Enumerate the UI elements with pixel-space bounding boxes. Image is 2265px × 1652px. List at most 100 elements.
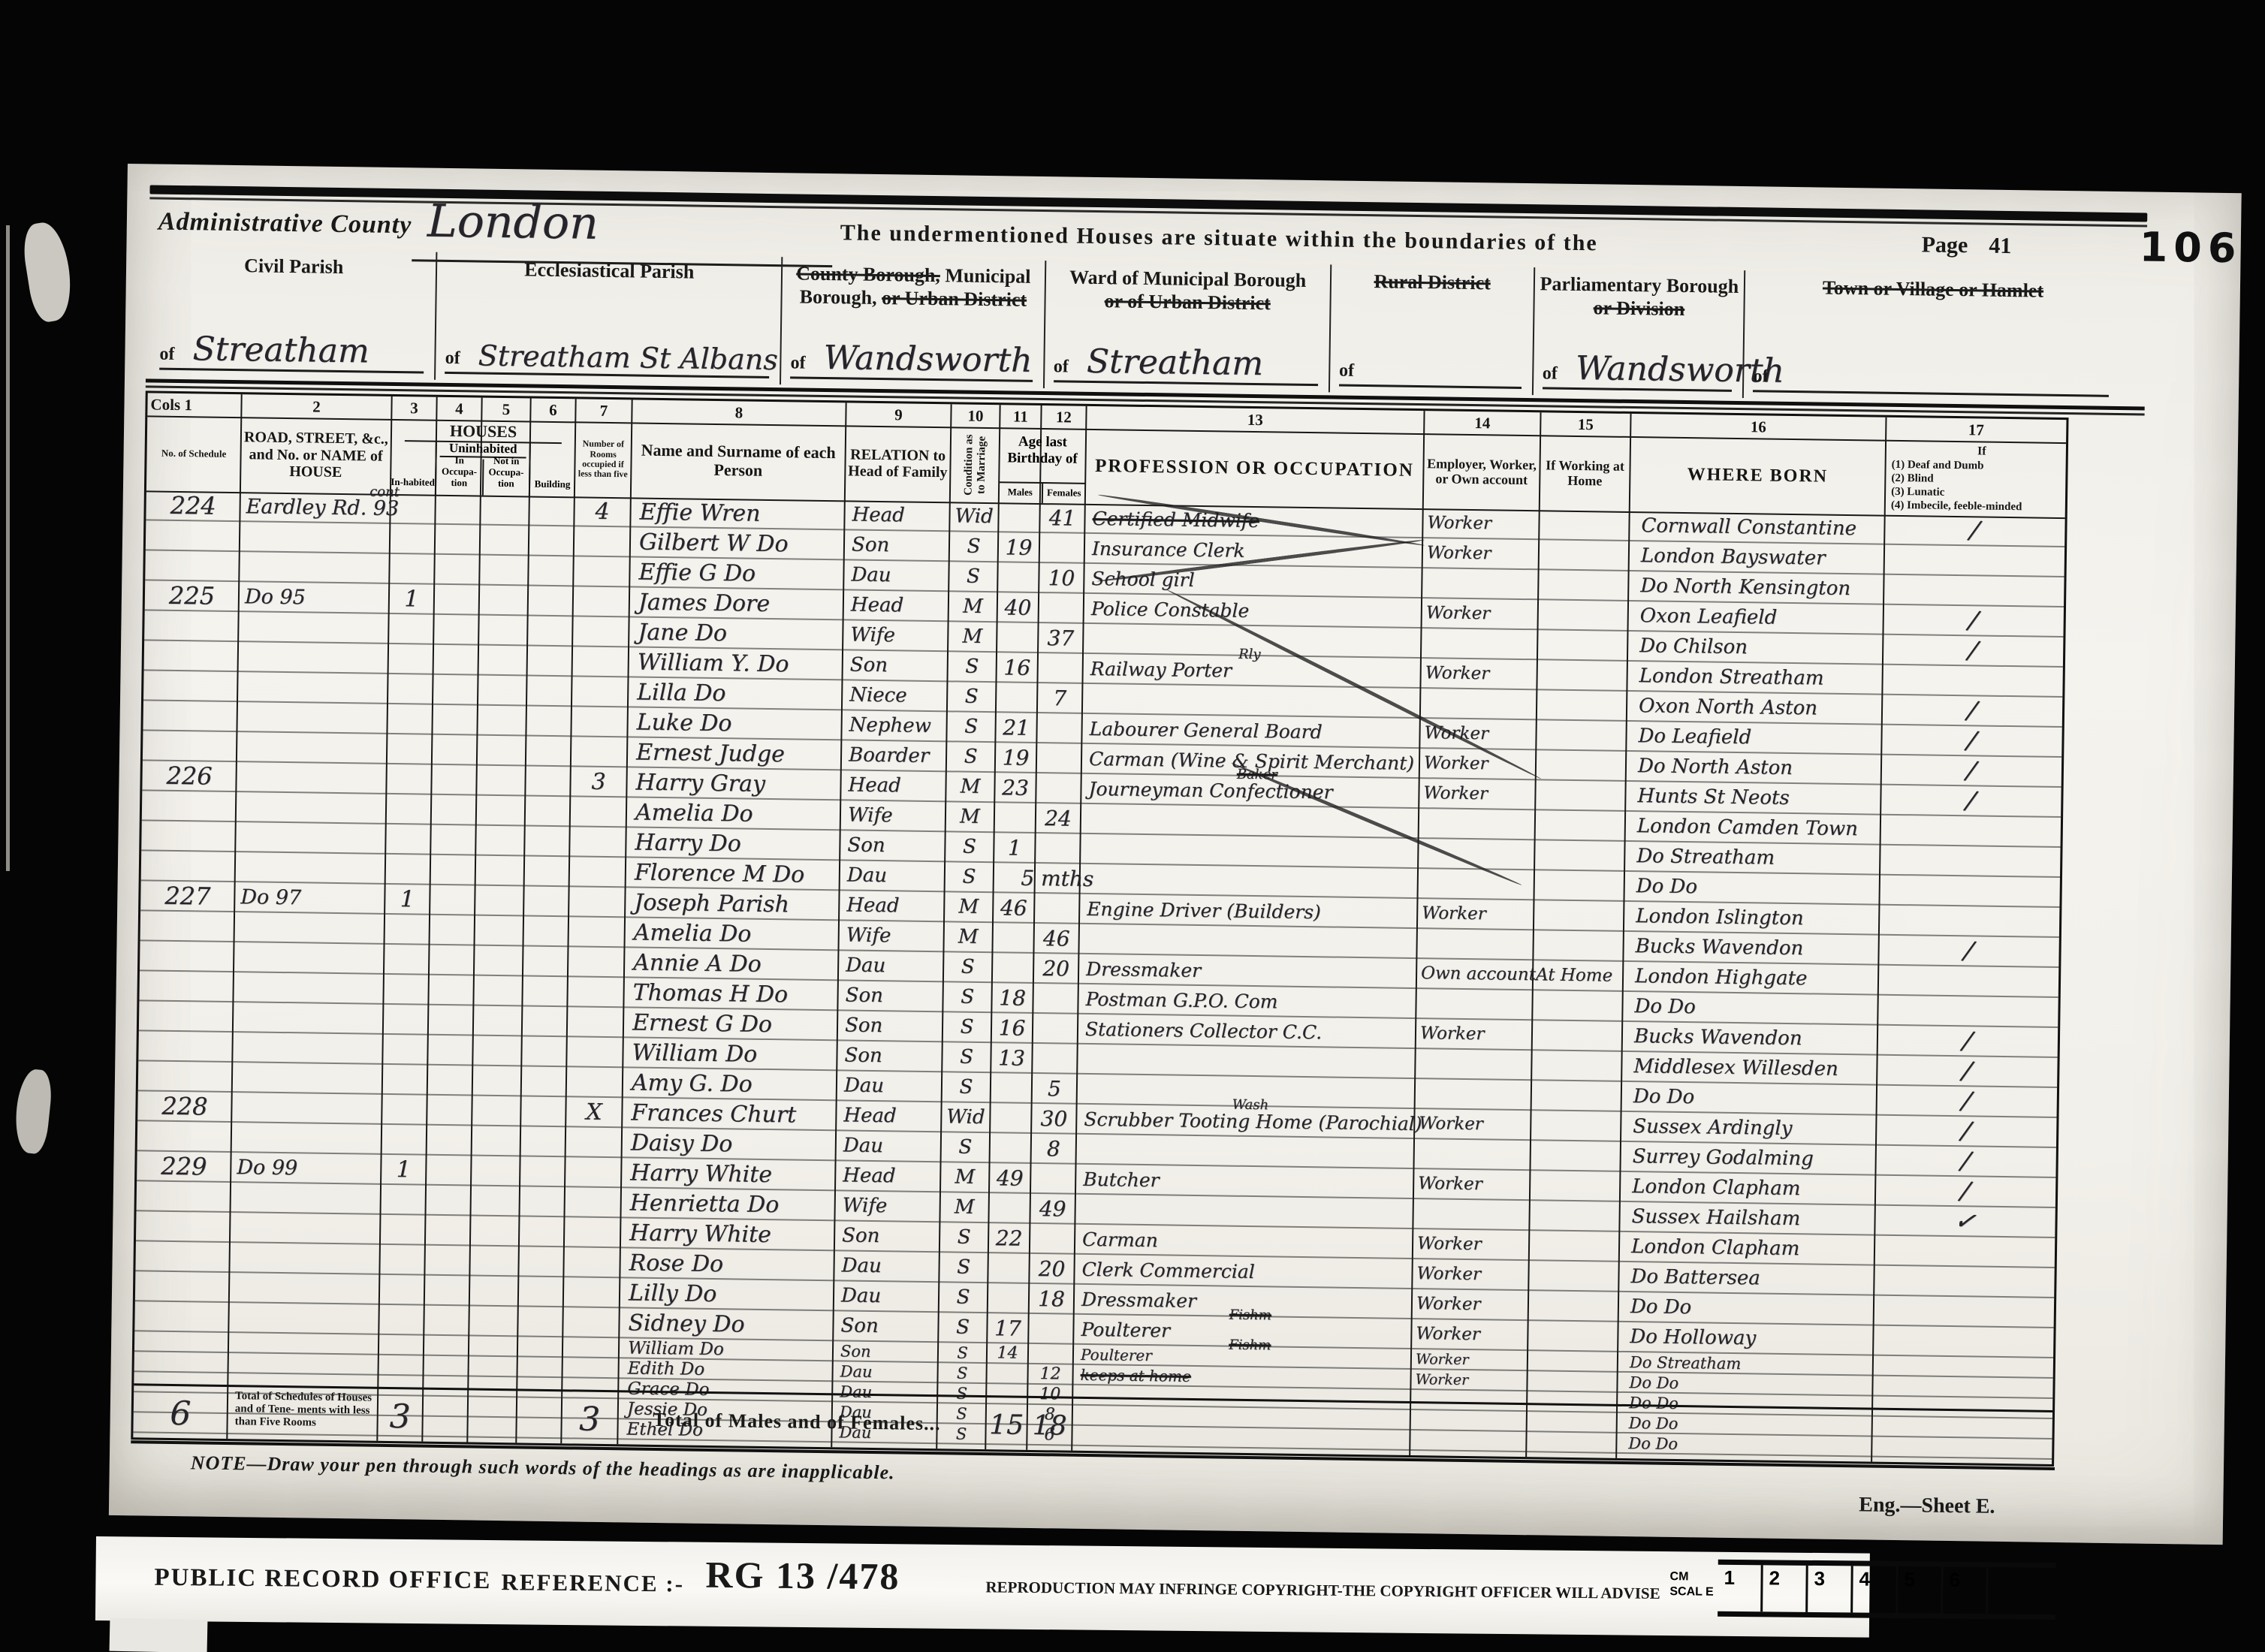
- of-label: of: [445, 348, 460, 369]
- address-cell: Eardley Rd. 93 cont: [246, 484, 400, 520]
- age_f-cell: 49: [1039, 1195, 1066, 1222]
- address-note: cont: [369, 484, 400, 501]
- condition-cell: S: [964, 745, 978, 768]
- age_f-cell: 5 mths: [1021, 865, 1094, 891]
- column-number: 5: [502, 399, 511, 418]
- page-label: Page: [1921, 232, 1968, 258]
- age_m-cell: 16: [1003, 654, 1031, 680]
- condition-cell: S: [962, 865, 976, 888]
- employer-cell: Worker: [1422, 903, 1486, 924]
- relation-cell: Dau: [846, 864, 888, 888]
- born-cell: Do Do: [1633, 1085, 1695, 1109]
- born-cell: London Clapham: [1630, 1235, 1800, 1261]
- relation-cell: Son: [849, 653, 888, 677]
- age_m-cell: 17: [994, 1315, 1022, 1341]
- region-label-segment: Municipal: [939, 264, 1031, 288]
- col-header-name: Name and Surname of each Person: [641, 440, 836, 480]
- ruler-cell: 1: [1718, 1564, 1763, 1612]
- scan-artifact: [109, 1617, 208, 1652]
- column-number: 7: [599, 401, 608, 420]
- relation-cell: Dau: [843, 1074, 885, 1098]
- condition-cell: S: [956, 1286, 970, 1309]
- occupation-cell: School girl: [1091, 567, 1195, 591]
- condition-cell: M: [954, 1195, 975, 1219]
- born-cell: Do Streatham: [1629, 1352, 1742, 1373]
- occupation-cell: Carman: [1081, 1228, 1159, 1251]
- occupation-cell: Stationers Collector C.C.: [1084, 1017, 1323, 1043]
- col-header-condition: Condition as to Marriage: [950, 427, 1000, 502]
- col-header-females: Females: [1041, 484, 1086, 504]
- relation-cell: Wife: [847, 803, 893, 828]
- age_m-cell: 19: [1005, 534, 1033, 560]
- admin-county-label: Administrative County: [158, 207, 412, 240]
- col-header-relation: RELATION to Head of Family: [848, 446, 948, 481]
- relation-cell: Dau: [845, 954, 886, 978]
- name-cell: Edith Do: [627, 1358, 705, 1379]
- relation-cell: Dau: [843, 1134, 884, 1158]
- age_f-cell: 46: [1042, 925, 1070, 951]
- condition-cell: M: [958, 895, 979, 918]
- scan-artifact: [20, 219, 77, 324]
- name-cell: Jane Do: [638, 619, 728, 647]
- born-cell: Hunts St Neots: [1637, 785, 1790, 809]
- col-header-where-born: WHERE BORN: [1687, 464, 1829, 487]
- name-cell: Ernest G Do: [632, 1008, 773, 1038]
- region-field-label: County Borough, Municipal Borough, or Urb…: [783, 261, 1045, 312]
- total-females: 18: [1032, 1409, 1067, 1442]
- col-header-in-occupation: In Occupa-tion: [441, 454, 478, 489]
- condition-cell: S: [960, 1015, 974, 1039]
- born-cell: London Bayswater: [1640, 544, 1826, 570]
- employer-cell: Worker: [1425, 603, 1491, 624]
- relation-cell: Wife: [842, 1194, 888, 1218]
- column-number: 15: [1577, 415, 1594, 433]
- region-field-label: Ward of Municipal Borough or of Urban Dis…: [1045, 265, 1330, 316]
- name-cell: Effie G Do: [638, 559, 756, 587]
- ruler-cell: 4: [1853, 1566, 1899, 1614]
- relation-cell: Son: [844, 1044, 882, 1068]
- condition-cell: Wid: [946, 1105, 985, 1129]
- of-label: of: [159, 344, 175, 364]
- inhabited-cell: 1: [396, 1156, 412, 1183]
- relation-cell: Son: [840, 1314, 879, 1338]
- condition-cell: S: [957, 1343, 968, 1362]
- born-cell: Do Streatham: [1636, 845, 1775, 870]
- employer-cell: Worker: [1424, 723, 1489, 744]
- col-header-schedule: No. of Schedule: [161, 447, 227, 460]
- name-cell: William Do: [627, 1337, 724, 1359]
- born-cell: Do Do: [1630, 1295, 1692, 1319]
- address-cell: Do 95: [244, 584, 306, 609]
- col-header-employer: Employer, Worker, or Own account: [1427, 456, 1537, 488]
- born-cell: Sussex Ardingly: [1633, 1115, 1793, 1141]
- column-number: 14: [1474, 413, 1491, 432]
- relation-cell: Wife: [850, 623, 896, 647]
- name-cell: Daisy Do: [630, 1129, 733, 1157]
- employer-cell: Worker: [1427, 513, 1492, 534]
- note-line: NOTE—Draw your pen through such words of…: [190, 1452, 895, 1484]
- occupation-cell: Engine Driver (Builders): [1087, 897, 1322, 923]
- infirmity-item-3: (3) Lunatic: [1891, 485, 1945, 499]
- born-cell: London Streatham: [1639, 665, 1824, 690]
- col-header-building: Building: [534, 478, 571, 490]
- col-header-not-in-occupation: Not in Occupa-tion: [481, 455, 529, 496]
- of-label: of: [1053, 357, 1069, 377]
- age_m-cell: 49: [996, 1165, 1024, 1191]
- schedule-cell: 225: [168, 580, 216, 610]
- name-cell: Henrietta Do: [629, 1189, 780, 1218]
- region-field: Rural District of: [1329, 264, 1535, 396]
- age_m-cell: 16: [998, 1014, 1026, 1041]
- total-males: 15: [988, 1409, 1024, 1441]
- condition-cell: M: [960, 775, 981, 798]
- age_m-cell: 1: [1007, 834, 1022, 861]
- region-field-label: Parliamentary Borough or Division: [1534, 272, 1745, 321]
- total-schedules-label: Total of Schedules of Houses and of Tene…: [234, 1390, 372, 1429]
- region-label-segment: Parliamentary Borough: [1540, 273, 1739, 297]
- employer-cell: Worker: [1416, 1294, 1481, 1315]
- born-cell: Do Leafield: [1638, 725, 1752, 749]
- occupation-note: Fishm: [1229, 1307, 1272, 1324]
- name-cell: William Do: [632, 1039, 758, 1068]
- relation-cell: Nephew: [849, 713, 932, 738]
- relation-cell: Head: [848, 773, 901, 797]
- ruler-cell-blank: [1988, 1567, 2052, 1614]
